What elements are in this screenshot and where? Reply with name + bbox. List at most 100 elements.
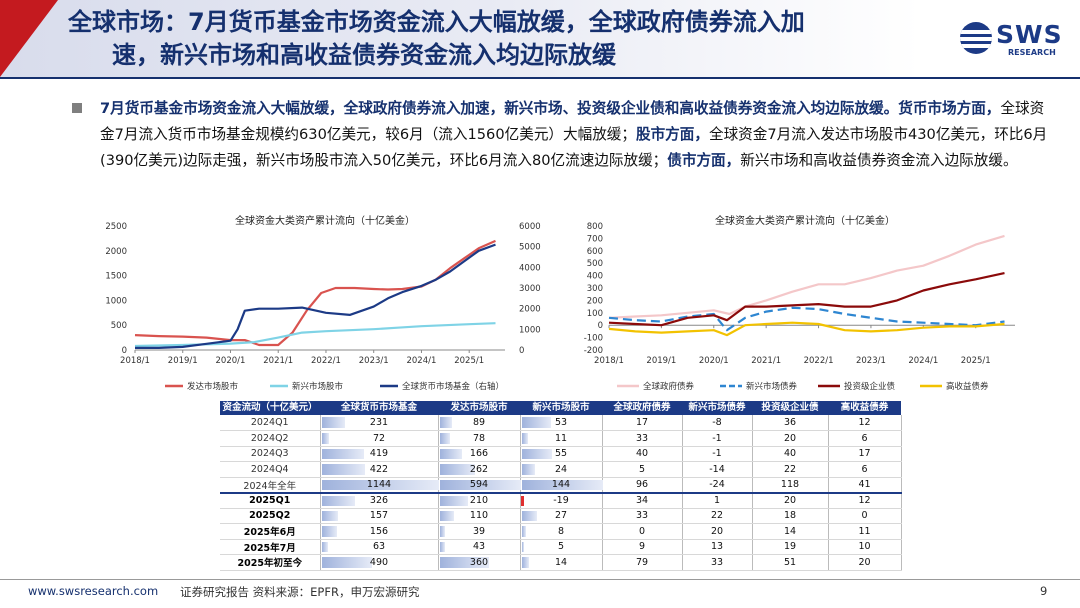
table-cell-value: 110 <box>469 510 489 522</box>
table-cell-value: 0 <box>861 510 868 522</box>
chart2-y-tick: 200 <box>587 296 603 306</box>
table-cell: 157 <box>320 508 439 524</box>
table-cell-databar <box>521 448 553 459</box>
table-cell-value: 156 <box>369 525 389 537</box>
table-cell: -1 <box>682 430 753 447</box>
table-cell-value: -19 <box>553 495 569 506</box>
table-cell: 6 <box>828 461 902 478</box>
table-cell-value: 594 <box>469 479 489 490</box>
p3-text: 全球资金7月流入发达市场股市430亿美元，环比6月(390亿美元)边际走强，新兴… <box>100 126 1048 169</box>
table-cell-value: 33 <box>710 556 724 568</box>
chart2-series-line-0 <box>608 234 1005 319</box>
table-cell-value: 6 <box>861 463 868 475</box>
table-cell: 36 <box>752 415 829 431</box>
table-cell-value: 1144 <box>366 479 392 490</box>
table-cell: 8 <box>520 523 603 540</box>
table-cell-value: 79 <box>635 556 649 568</box>
chart2-y-tick: 400 <box>587 272 603 282</box>
footer-source: 证券研究报告 资料来源：EPFR，申万宏源研究 <box>180 585 420 599</box>
table-cell-value: 27 <box>554 510 568 522</box>
table-cell: 326 <box>320 491 439 509</box>
table-row-label: 2024Q2 <box>220 430 321 447</box>
table-cell-databar <box>439 479 521 490</box>
table-cell-value: 20 <box>858 556 871 568</box>
table-row: 2025Q1 326 210 -19 34 1 20 12 <box>220 491 902 509</box>
chart2-x-tick: 2020/1 <box>699 356 729 366</box>
table-row: 2025Q2 157 110 27 33 22 18 0 <box>220 508 902 524</box>
table-header-cell: 资金流动（十亿美元） <box>220 401 320 415</box>
table-cell: 22 <box>752 461 829 478</box>
table-cell-value: 20 <box>783 495 797 506</box>
table-cell: 18 <box>752 508 829 524</box>
table-cell-value: 33 <box>635 432 649 444</box>
table-cell: 33 <box>602 508 683 524</box>
chart1-y-left-tick: 2000 <box>105 247 127 257</box>
table-cell-databar <box>321 433 329 444</box>
table-cell: 0 <box>828 508 902 524</box>
chart2-series-line-3 <box>608 321 1005 337</box>
table-cell: 144 <box>520 477 603 493</box>
table-cell-value: 144 <box>551 479 571 490</box>
chart2-series-line-2 <box>608 272 1005 327</box>
chart2-series-line-1 <box>608 306 1005 332</box>
table-cell: 27 <box>520 508 603 524</box>
table-header-cell: 全球货币市场基金 <box>320 401 438 415</box>
table-row-label: 2025年初至今 <box>220 554 321 571</box>
table-cell-value: 1 <box>713 495 721 506</box>
chart1-x-tick: 2021/1 <box>263 356 293 366</box>
flow-table: 资金流动（十亿美元） 全球货币市场基金 发达市场股市 新兴市场股市 全球政府债券 新兴市场… <box>220 401 902 571</box>
table-cell: 166 <box>438 446 521 462</box>
table-row: 2024Q1 231 89 53 17 -8 36 12 <box>220 415 902 431</box>
table-row: 2024Q3 419 166 55 40 -1 40 17 <box>220 446 902 462</box>
table-cell: 19 <box>752 539 829 555</box>
table-cell-value: 53 <box>554 417 568 428</box>
table-cell-value: 157 <box>369 510 389 522</box>
table-cell: 11 <box>520 430 603 447</box>
table-cell-value: 19 <box>783 541 797 553</box>
chart1-legend-label: 发达市场股市 <box>187 381 239 392</box>
table-cell: 110 <box>438 508 521 524</box>
table-cell-value: 43 <box>472 541 486 553</box>
logo-sub: RESEARCH <box>1008 48 1056 57</box>
chart1-y-left-tick: 1000 <box>105 296 127 306</box>
table-cell: 78 <box>438 430 521 447</box>
table-cell-value: -1 <box>712 432 722 444</box>
table-cell-value: 72 <box>372 432 386 444</box>
table-cell: 422 <box>320 461 439 478</box>
table-cell-databar <box>439 510 455 521</box>
table-cell-value: 5 <box>638 463 646 475</box>
table-header-cell: 高收益债券 <box>828 401 901 415</box>
table-cell: 89 <box>438 415 521 431</box>
logo-text: SWS <box>996 20 1063 49</box>
table-cell-value: 9 <box>638 541 646 553</box>
table-cell-value: 63 <box>372 541 386 553</box>
chart2-x-tick: 2019/1 <box>646 356 676 366</box>
table-row-label: 2024年全年 <box>220 477 321 493</box>
table-cell-databar <box>521 464 536 475</box>
table-cell: 6 <box>828 430 902 447</box>
table-cell-databar <box>321 464 365 475</box>
table-cell: 156 <box>320 523 439 540</box>
chart2-y-tick: -100 <box>584 334 603 344</box>
table-cell-value: 34 <box>635 495 649 506</box>
table-cell: 17 <box>828 446 902 462</box>
table-cell: 419 <box>320 446 439 462</box>
table-cell-databar <box>439 541 446 552</box>
table-cell-databar <box>439 417 452 428</box>
table-cell-value: 262 <box>469 463 489 475</box>
chart1-title: 全球资金大类资产累计流向（十亿美金） <box>235 216 415 227</box>
table-cell: 33 <box>682 554 753 571</box>
footer-site-link[interactable]: www.swsresearch.com <box>28 584 159 598</box>
sws-logo-icon <box>960 22 992 54</box>
table-cell-value: 11 <box>858 525 871 537</box>
table-cell-value: 326 <box>369 495 389 506</box>
table-cell-databar <box>521 433 528 444</box>
table-cell-value: 22 <box>783 463 797 475</box>
table-cell: 96 <box>602 477 683 493</box>
table-cell-value: 231 <box>369 417 389 428</box>
table-cell: 40 <box>752 446 829 462</box>
title-line-2: 速，新兴市场和高收益债券资金流入均边际放缓 <box>112 41 616 69</box>
table-cell-databar <box>321 448 365 459</box>
table-cell: -1 <box>682 446 753 462</box>
chart1-y-right-tick: 0 <box>519 346 524 356</box>
